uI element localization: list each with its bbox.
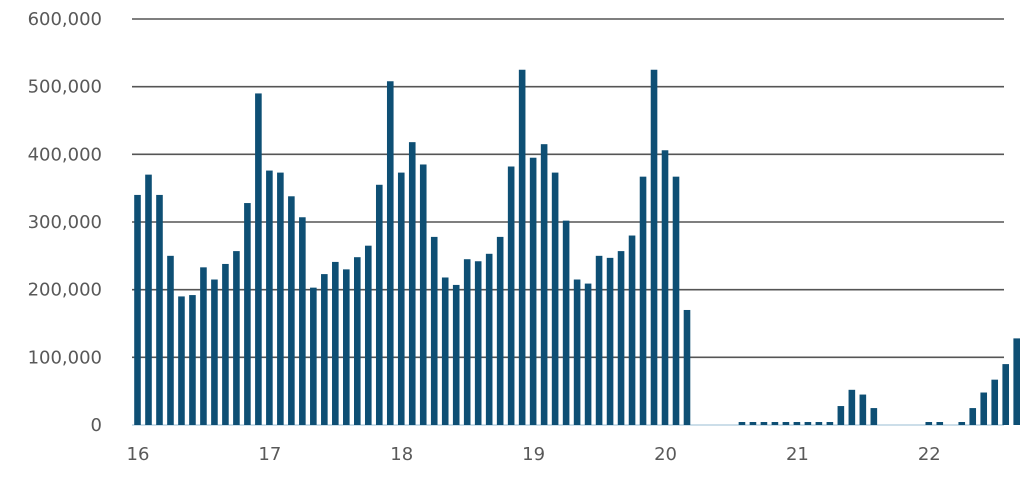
bar bbox=[760, 422, 768, 425]
x-tick-label: 21 bbox=[786, 444, 809, 465]
bar bbox=[837, 406, 845, 425]
bar bbox=[321, 274, 328, 425]
bar bbox=[606, 257, 614, 425]
bar bbox=[354, 257, 361, 425]
y-tick-label: 300,000 bbox=[28, 212, 102, 233]
bar bbox=[507, 166, 515, 425]
bar bbox=[266, 170, 273, 425]
bar bbox=[496, 236, 504, 425]
y-tick-label: 400,000 bbox=[28, 144, 102, 165]
bar bbox=[749, 422, 757, 425]
bar bbox=[222, 263, 229, 425]
bar bbox=[936, 422, 944, 425]
y-tick-label: 200,000 bbox=[28, 280, 102, 301]
bar bbox=[991, 379, 999, 425]
bar bbox=[474, 261, 482, 425]
y-tick-label: 100,000 bbox=[28, 347, 102, 368]
bar bbox=[397, 172, 405, 425]
y-tick-label: 600,000 bbox=[28, 9, 102, 30]
bar bbox=[463, 259, 471, 425]
bar bbox=[628, 235, 636, 425]
bar bbox=[167, 255, 174, 425]
bar bbox=[672, 176, 680, 425]
bar bbox=[540, 144, 548, 425]
bar bbox=[562, 220, 570, 425]
bar bbox=[156, 194, 163, 425]
bar bbox=[870, 408, 878, 425]
bar bbox=[178, 296, 185, 425]
y-axis-ticks: 0 100,000 200,000 300,000 400,000 500,000 600,… bbox=[28, 9, 102, 436]
x-tick-label: 19 bbox=[522, 444, 545, 465]
bar bbox=[815, 422, 823, 425]
bar bbox=[595, 255, 603, 425]
bar bbox=[738, 422, 746, 425]
bar bbox=[145, 174, 152, 425]
bar bbox=[277, 172, 284, 425]
bar bbox=[661, 150, 669, 425]
bar bbox=[573, 279, 581, 425]
bar bbox=[518, 69, 526, 425]
bar bbox=[584, 283, 592, 425]
x-tick-label: 20 bbox=[654, 444, 677, 465]
bar bbox=[683, 309, 691, 425]
bar bbox=[826, 422, 834, 425]
bar bbox=[529, 157, 537, 425]
bar bbox=[255, 93, 262, 426]
bar bbox=[310, 287, 317, 425]
bar bbox=[782, 422, 790, 425]
bar bbox=[452, 284, 460, 425]
bars bbox=[134, 69, 1020, 426]
bar bbox=[1013, 338, 1020, 425]
bar bbox=[969, 408, 977, 425]
bar bbox=[980, 392, 988, 425]
bar bbox=[650, 69, 658, 425]
bar bbox=[771, 422, 779, 425]
bar bbox=[485, 253, 493, 425]
bar bbox=[925, 422, 933, 425]
bar bbox=[200, 267, 207, 425]
bar bbox=[958, 422, 966, 425]
x-axis-ticks: 16 17 18 19 20 21 22 bbox=[127, 444, 941, 465]
bar bbox=[233, 251, 240, 425]
bar bbox=[793, 422, 801, 425]
bar bbox=[551, 172, 559, 425]
bar bbox=[441, 277, 449, 425]
x-tick-label: 17 bbox=[258, 444, 281, 465]
bar bbox=[848, 389, 856, 425]
bar bbox=[343, 269, 350, 425]
bar bbox=[244, 203, 251, 425]
y-tick-label: 500,000 bbox=[28, 77, 102, 98]
bar bbox=[299, 217, 306, 425]
bar bbox=[332, 261, 339, 425]
y-tick-label: 0 bbox=[91, 415, 102, 436]
x-tick-label: 18 bbox=[390, 444, 413, 465]
bar bbox=[859, 394, 867, 425]
bar bbox=[430, 236, 438, 425]
x-tick-label: 16 bbox=[127, 444, 150, 465]
bar bbox=[189, 295, 196, 425]
bar bbox=[639, 176, 647, 425]
bar bbox=[419, 164, 427, 426]
bar bbox=[375, 184, 383, 425]
bar bbox=[134, 194, 141, 425]
bar bbox=[364, 245, 372, 425]
bar bbox=[1002, 364, 1010, 425]
bar bbox=[617, 251, 625, 425]
bar bbox=[288, 196, 295, 425]
bar bbox=[211, 279, 218, 425]
x-tick-label: 22 bbox=[918, 444, 941, 465]
bar bbox=[804, 422, 812, 425]
bar bbox=[408, 142, 416, 425]
bar bbox=[386, 81, 394, 425]
